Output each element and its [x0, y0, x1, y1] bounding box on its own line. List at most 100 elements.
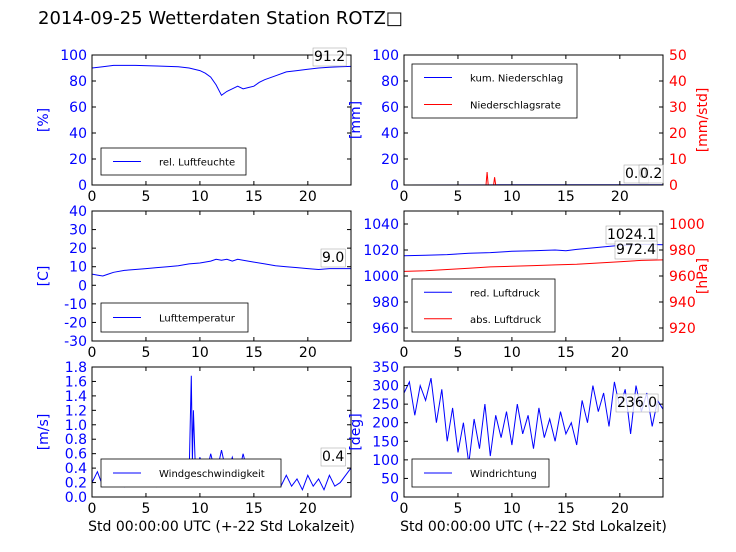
- annotation-label: 236.0: [617, 395, 657, 411]
- x-tick-label: 20: [611, 501, 629, 517]
- x-tick-label: 15: [245, 501, 263, 517]
- annotation-label: 9.0: [322, 250, 344, 266]
- x-tick-label: 15: [557, 345, 575, 361]
- y-tick-label: 80: [69, 74, 87, 90]
- x-tick-label: 5: [453, 189, 462, 205]
- x-tick-label: 0: [88, 345, 97, 361]
- y-tick-label: 300: [372, 379, 399, 395]
- y-tick-label: 80: [381, 74, 399, 90]
- x-tick-label: 10: [191, 189, 209, 205]
- annotation-label: 1024.1: [607, 227, 656, 243]
- y-tick-label: 1.8: [65, 360, 87, 376]
- page-title: 2014-09-25 Wetterdaten Station ROTZ□: [38, 8, 403, 29]
- y-tick-label: 100: [60, 48, 87, 64]
- x-axis-label: Std 00:00:00 UTC (+-22 Std Lokalzeit): [400, 519, 667, 535]
- y-tick-label: 1.4: [65, 389, 87, 405]
- y-right-tick-label: 20: [669, 126, 687, 142]
- y-axis-label-right: [mm/std]: [695, 88, 711, 153]
- legend-label: Windrichtung: [470, 469, 537, 480]
- axes-frame: [91, 366, 352, 498]
- legend: rel. Luftfeuchte: [100, 147, 247, 176]
- chart-humidity: 0 5 10 15 20 0 20 40 60 80 100 [%] rel. Luftfeuchte 9…: [36, 47, 352, 205]
- legend: red. Luftdruck abs. Luftdruck: [411, 278, 556, 333]
- chart-windspeed: 0 5 10 15 200.00.20.40.60.81.01.21.41.61.8[m…: [36, 360, 355, 535]
- y-tick-label: 0.6: [65, 447, 87, 463]
- y-tick-label: 100: [372, 48, 399, 64]
- y-tick-label: 0.4: [65, 461, 87, 477]
- y-right-tick-label: 30: [669, 100, 687, 116]
- legend: Windgeschwindigkeit: [100, 458, 282, 488]
- y-right-tick-label: 40: [669, 74, 687, 90]
- y-tick-label: 200: [372, 416, 399, 432]
- y-tick-label: 40: [69, 204, 87, 220]
- axes-frame: [403, 54, 664, 186]
- x-tick-label: 10: [191, 501, 209, 517]
- y-tick-label: 0.8: [65, 432, 87, 448]
- x-tick-label: 20: [299, 345, 317, 361]
- x-tick-label: 15: [245, 189, 263, 205]
- value-annotation: 0.2: [638, 164, 664, 184]
- x-tick-label: 15: [245, 345, 263, 361]
- y-right-tick-label: 940: [669, 295, 696, 311]
- y-tick-label: -10: [64, 297, 87, 313]
- y-right-tick-label: 0: [669, 178, 678, 194]
- legend-label: abs. Luftdruck: [470, 315, 541, 326]
- legend-label: Niederschlagsrate: [470, 101, 561, 112]
- x-tick-label: 5: [453, 345, 462, 361]
- x-tick-label: 10: [503, 189, 521, 205]
- legend: Windrichtung: [411, 458, 550, 488]
- y-right-tick-label: 960: [669, 269, 696, 285]
- x-tick-label: 0: [400, 345, 409, 361]
- y-tick-label: 150: [372, 434, 399, 450]
- y-tick-label: 20: [69, 152, 87, 168]
- y-tick-label: 60: [381, 100, 399, 116]
- legend-label: Windgeschwindigkeit: [159, 469, 265, 480]
- value-annotation: 9.0: [320, 248, 346, 268]
- y-tick-label: 0.0: [65, 490, 87, 506]
- y-tick-label: 60: [69, 100, 87, 116]
- annotation-label: 0.2: [640, 166, 662, 182]
- x-tick-label: 0: [88, 189, 97, 205]
- annotation-box: [320, 447, 346, 467]
- annotation-box: [638, 164, 664, 184]
- x-tick-label: 15: [557, 189, 575, 205]
- y-tick-label: 1000: [363, 269, 399, 285]
- annotation-label: 0.4: [322, 449, 344, 465]
- series-line-left-0: [92, 64, 351, 97]
- x-tick-label: 5: [453, 501, 462, 517]
- annotation-label: 972.4: [616, 242, 656, 258]
- y-tick-label: -30: [64, 334, 87, 350]
- y-axis-label-right: [hPa]: [695, 258, 711, 294]
- y-right-tick-label: 920: [669, 321, 696, 337]
- x-axis-label: Std 00:00:00 UTC (+-22 Std Lokalzeit): [88, 519, 355, 535]
- chart-temperature: 0 5 10 15 20 -30 -20 -10 0 10 20 30 40 [C] Lufttempera…: [36, 204, 352, 361]
- y-tick-label: 1.6: [65, 374, 87, 390]
- annotation-box: [320, 248, 346, 268]
- y-tick-label: -20: [64, 315, 87, 331]
- value-annotation: 91.2: [312, 47, 347, 67]
- legend: kum. Niederschlag Niederschlagsrate: [411, 63, 578, 119]
- y-tick-label: 10: [69, 260, 87, 276]
- y-tick-label: 40: [381, 126, 399, 142]
- chart-pressure: 0 5 10 15 20 960 980 1000 1020 1040 920 940 960 980 10…: [363, 210, 711, 361]
- y-axis-label: [mm]: [348, 101, 364, 139]
- x-tick-label: 0: [400, 501, 409, 517]
- y-tick-label: 100: [372, 453, 399, 469]
- value-annotation: 972.4: [614, 240, 658, 260]
- x-tick-label: 15: [557, 501, 575, 517]
- series-line-right-1: [404, 259, 663, 272]
- legend-box: [411, 63, 578, 119]
- y-tick-label: 0: [78, 178, 87, 194]
- y-tick-label: 20: [381, 152, 399, 168]
- annotation-label: 91.2: [314, 49, 345, 65]
- y-tick-label: 1040: [363, 217, 399, 233]
- legend-label: rel. Luftfeuchte: [159, 158, 235, 169]
- annotation-box: [614, 240, 658, 260]
- x-tick-label: 5: [141, 345, 150, 361]
- x-tick-label: 20: [611, 189, 629, 205]
- y-tick-label: 350: [372, 360, 399, 376]
- series-line-left-0: [404, 377, 663, 464]
- y-tick-label: 50: [381, 471, 399, 487]
- x-tick-label: 0: [400, 189, 409, 205]
- value-annotation: 236.0: [615, 393, 659, 413]
